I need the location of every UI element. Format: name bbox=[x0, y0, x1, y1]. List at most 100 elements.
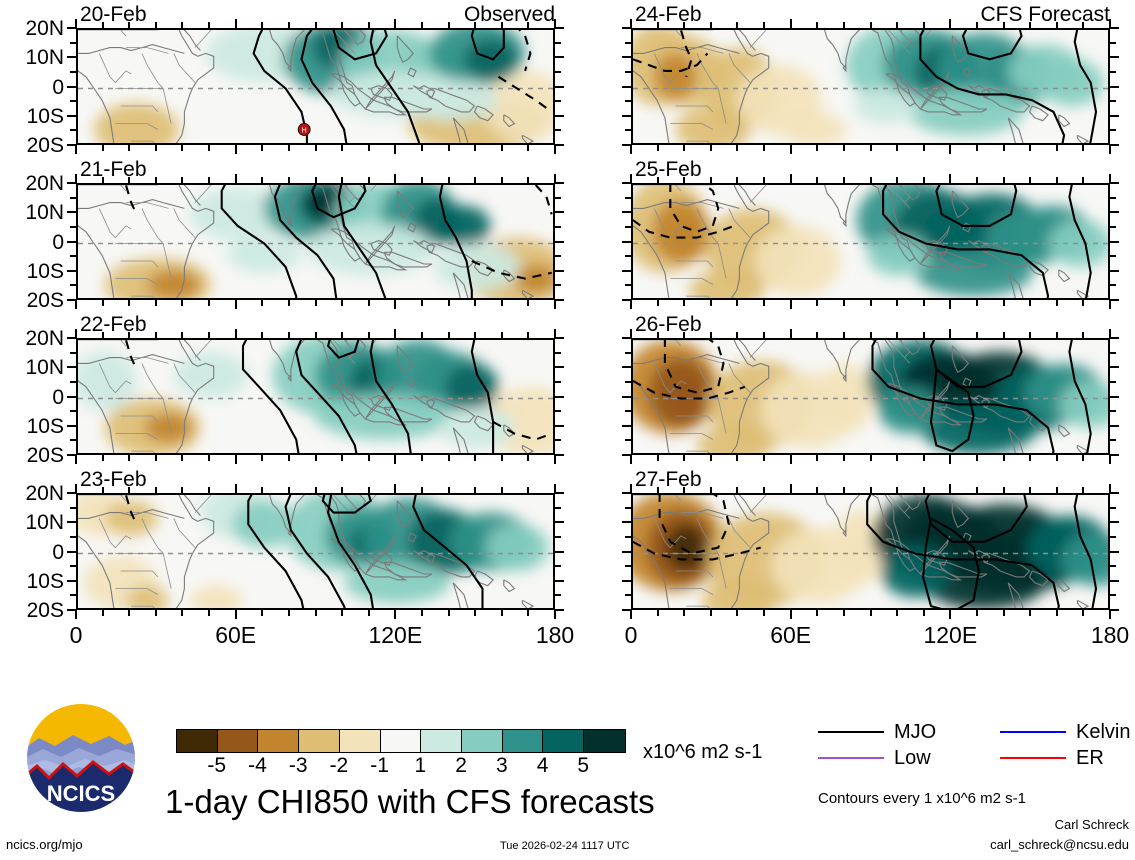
axis-tick bbox=[869, 487, 872, 493]
axis-tick bbox=[625, 506, 631, 509]
axis-tick bbox=[896, 145, 899, 151]
axis-tick bbox=[1109, 329, 1111, 338]
axis-tick bbox=[842, 300, 845, 306]
axis-tick bbox=[1110, 284, 1116, 287]
axis-tick bbox=[70, 100, 76, 103]
footer-url[interactable]: ncics.org/mjo bbox=[6, 837, 83, 852]
axis-tick bbox=[922, 300, 925, 306]
axis-tick bbox=[70, 129, 76, 132]
axis-tick bbox=[128, 177, 131, 183]
axis-tick bbox=[554, 329, 556, 338]
axis-tick bbox=[975, 145, 978, 151]
axis-tick bbox=[420, 332, 423, 338]
colorbar-segment bbox=[339, 730, 381, 752]
axis-tick bbox=[314, 487, 317, 493]
axis-tick bbox=[1082, 332, 1085, 338]
axis-tick bbox=[555, 299, 564, 301]
axis-tick bbox=[394, 329, 397, 338]
axis-tick bbox=[500, 177, 503, 183]
axis-tick bbox=[630, 19, 632, 28]
axis-tick bbox=[683, 487, 686, 493]
x-axis-tick-label: 180 bbox=[1090, 622, 1130, 648]
axis-tick bbox=[367, 177, 370, 183]
axis-tick bbox=[75, 19, 77, 28]
axis-tick bbox=[287, 22, 290, 28]
axis-tick bbox=[709, 145, 712, 151]
axis-tick bbox=[154, 300, 157, 306]
axis-tick bbox=[842, 22, 845, 28]
colorbar-tick-label: 5 bbox=[577, 754, 590, 777]
axis-tick bbox=[896, 487, 899, 493]
axis-tick bbox=[1002, 487, 1005, 493]
axis-tick bbox=[234, 484, 237, 493]
axis-tick bbox=[1109, 484, 1111, 493]
axis-tick bbox=[181, 455, 184, 461]
axis-tick bbox=[341, 145, 344, 151]
axis-tick bbox=[656, 487, 659, 493]
colorbar-tick-label: -5 bbox=[207, 754, 227, 777]
axis-tick bbox=[394, 174, 397, 183]
axis-tick bbox=[622, 211, 631, 214]
axis-tick bbox=[75, 329, 77, 338]
y-axis-tick-label: 10N bbox=[25, 511, 64, 535]
colorbar-tick-label: -2 bbox=[329, 754, 349, 777]
axis-tick bbox=[789, 329, 792, 338]
contour-note: Contours every 1 x10^6 m2 s-1 bbox=[818, 790, 1026, 807]
axis-tick bbox=[67, 454, 76, 456]
axis-tick bbox=[181, 22, 184, 28]
axis-tick bbox=[1029, 145, 1032, 151]
axis-tick bbox=[67, 211, 76, 214]
axis-tick bbox=[1110, 351, 1116, 354]
axis-tick bbox=[555, 284, 561, 287]
axis-tick bbox=[474, 455, 477, 461]
axis-tick bbox=[67, 424, 76, 427]
axis-tick bbox=[75, 610, 77, 619]
axis-tick bbox=[101, 145, 104, 151]
axis-tick bbox=[420, 177, 423, 183]
axis-tick bbox=[625, 129, 631, 132]
colorbar-units-label: x10^6 m2 s-1 bbox=[643, 741, 763, 763]
axis-tick bbox=[287, 300, 290, 306]
axis-tick bbox=[896, 610, 899, 616]
axis-tick bbox=[789, 174, 792, 183]
colorbar-segment bbox=[299, 730, 340, 752]
axis-tick bbox=[709, 487, 712, 493]
axis-tick bbox=[842, 145, 845, 151]
axis-tick bbox=[314, 300, 317, 306]
axis-tick bbox=[394, 610, 397, 619]
axis-tick bbox=[1110, 609, 1119, 611]
axis-tick bbox=[625, 70, 631, 73]
axis-tick bbox=[67, 395, 76, 398]
axis-tick bbox=[555, 410, 561, 413]
axis-tick bbox=[67, 521, 76, 524]
axis-tick bbox=[555, 41, 561, 44]
axis-tick bbox=[1110, 550, 1119, 553]
colorbar-segment bbox=[502, 730, 544, 752]
axis-tick bbox=[975, 487, 978, 493]
colorbar-segment bbox=[217, 730, 259, 752]
axis-tick bbox=[67, 85, 76, 88]
axis-tick bbox=[1110, 535, 1116, 538]
axis-tick bbox=[75, 300, 77, 309]
y-axis-tick-label: 10S bbox=[26, 569, 64, 593]
axis-tick bbox=[683, 300, 686, 306]
axis-tick bbox=[555, 594, 561, 597]
axis-tick bbox=[75, 484, 77, 493]
axis-tick bbox=[625, 284, 631, 287]
axis-tick bbox=[261, 610, 264, 616]
axis-tick bbox=[869, 145, 872, 151]
axis-tick bbox=[1082, 22, 1085, 28]
x-axis-tick-label: 120E bbox=[923, 622, 978, 648]
axis-tick bbox=[763, 610, 766, 616]
colorbar-tick-label: 4 bbox=[536, 754, 549, 777]
axis-tick bbox=[1082, 177, 1085, 183]
axis-tick bbox=[234, 19, 237, 28]
axis-tick bbox=[70, 255, 76, 258]
y-axis-tick-label: 10S bbox=[26, 259, 64, 283]
axis-tick bbox=[1110, 299, 1119, 301]
axis-tick bbox=[622, 240, 631, 243]
footer-email[interactable]: carl_schreck@ncsu.edu bbox=[990, 837, 1129, 852]
y-axis-tick-label: 20N bbox=[25, 172, 64, 195]
axis-tick bbox=[261, 487, 264, 493]
axis-tick bbox=[763, 177, 766, 183]
